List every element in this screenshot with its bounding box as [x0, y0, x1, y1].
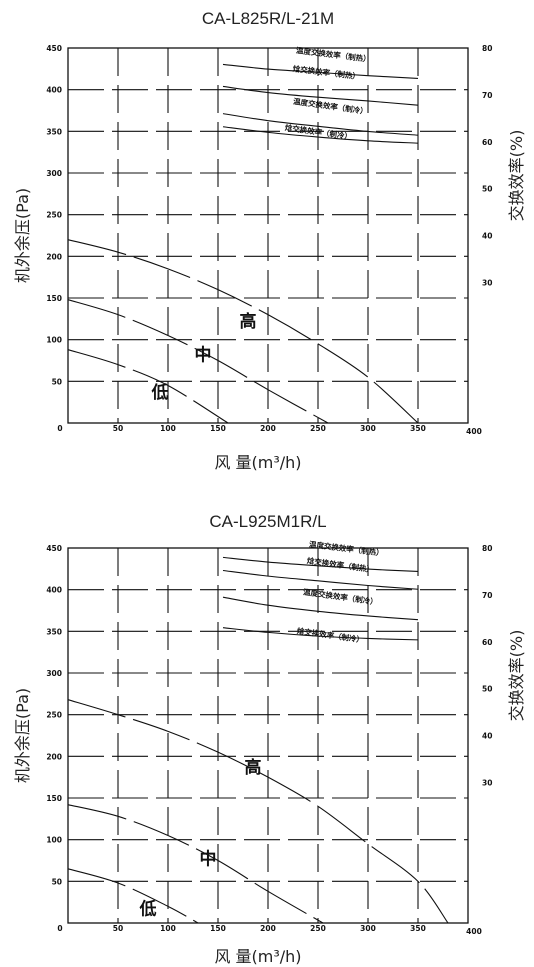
x-tick-label: 100: [160, 424, 176, 433]
y2-tick-label: 30: [482, 778, 492, 787]
y-tick-label: 150: [46, 794, 62, 803]
chart-2: CA-L925M1R/L 0 50 100 150 200 250 300 350 400 50 10…: [13, 512, 526, 966]
pressure-curve: [67, 299, 329, 424]
x-tick-label: 200: [260, 924, 276, 933]
efficiency-curve: [222, 63, 419, 80]
efficiency-curve-label: 温度交换效率（制冷）: [293, 96, 369, 116]
pressure-curve: [67, 699, 449, 924]
y-axis-label: 机外余压(Pa): [13, 688, 32, 783]
series-group: [67, 63, 419, 424]
speed-label: 中: [195, 345, 212, 366]
y-tick-label: 100: [46, 336, 62, 345]
y-tick-label: 450: [46, 44, 62, 53]
y2-axis-label: 交换效率(%): [507, 630, 526, 722]
efficiency-curve: [222, 596, 419, 621]
speed-label: 低: [139, 899, 157, 920]
pressure-curve: [67, 868, 199, 924]
y2-axis-label: 交换效率(%): [507, 130, 526, 222]
y-tick-label: 150: [46, 294, 62, 303]
x-tick-label: 150: [210, 424, 226, 433]
efficiency-curve-label: 焓交换效率（制冷）: [296, 625, 364, 644]
x-tick-label: 350: [410, 424, 426, 433]
y-tick-label: 200: [46, 252, 62, 261]
x-tick-label: 200: [260, 424, 276, 433]
y2-tick-label: 40: [482, 232, 492, 241]
pressure-curve: [67, 349, 229, 424]
y2-tick-label: 30: [482, 278, 492, 287]
x-tick-label: 300: [360, 924, 376, 933]
y2-tick-label: 50: [482, 685, 492, 694]
grid: [68, 548, 468, 923]
plot-frame: [67, 47, 469, 424]
x-tick-label: 0: [57, 924, 62, 933]
y-tick-label: 400: [46, 586, 62, 595]
y-tick-label: 250: [46, 711, 62, 720]
x-tick-label: 100: [160, 924, 176, 933]
efficiency-curve: [222, 627, 419, 641]
chart-title: CA-L825R/L-21M: [202, 9, 334, 28]
speed-label: 高: [245, 757, 262, 778]
x-tick-label: 250: [310, 424, 326, 433]
x-tick-label: 50: [113, 924, 123, 933]
x-tick-label: 350: [410, 924, 426, 933]
series-group: [67, 556, 449, 924]
y-tick-label: 300: [46, 169, 62, 178]
efficiency-curve-label: 焓交换效率（制热）: [306, 555, 374, 574]
efficiency-curve-label: 温度交换效率（制热）: [309, 539, 385, 558]
efficiency-curve-label: 焓交换效率（制热）: [292, 63, 360, 81]
y-tick-label: 100: [46, 836, 62, 845]
x-axis-label: 风 量(m³/h): [214, 453, 301, 472]
y-tick-label: 350: [46, 127, 62, 136]
efficiency-curve: [222, 126, 419, 144]
plot-frame: [67, 547, 469, 924]
y2-tick-label: 70: [482, 591, 492, 600]
pressure-curve: [67, 239, 419, 424]
x-tick-label: 300: [360, 424, 376, 433]
y2-tick-label: 50: [482, 185, 492, 194]
pressure-curve: [67, 804, 324, 924]
y-tick-label: 350: [46, 627, 62, 636]
y-tick-label: 50: [52, 377, 62, 386]
x-tick-label: 50: [113, 424, 123, 433]
speed-label: 高: [240, 311, 257, 332]
y2-tick-label: 60: [482, 638, 492, 647]
speed-label: 低: [151, 382, 169, 403]
x-tick-label: 400: [466, 927, 482, 936]
efficiency-curve: [222, 569, 419, 590]
chart-title: CA-L925M1R/L: [209, 512, 326, 531]
y2-tick-label: 80: [482, 544, 492, 553]
y2-tick-label: 70: [482, 91, 492, 100]
y-tick-label: 200: [46, 752, 62, 761]
y2-tick-label: 40: [482, 732, 492, 741]
y2-tick-label: 60: [482, 138, 492, 147]
y-tick-label: 250: [46, 211, 62, 220]
speed-label: 中: [200, 849, 217, 870]
y-tick-label: 50: [52, 877, 62, 886]
curve-annotations: 温度交换效率（制热）焓交换效率（制热）温度交换效率（制冷）焓交换效率（制冷）: [296, 539, 384, 645]
x-axis-label: 风 量(m³/h): [214, 947, 301, 966]
chart-1: CA-L825R/L-21M 0 50 100 150 200 250 300 350 400 50…: [13, 9, 526, 472]
x-tick-label: 400: [466, 427, 482, 436]
efficiency-curve: [222, 85, 419, 106]
efficiency-curve: [222, 556, 419, 572]
y-tick-label: 400: [46, 86, 62, 95]
x-tick-label: 250: [310, 924, 326, 933]
y2-tick-label: 80: [482, 44, 492, 53]
efficiency-curve: [222, 113, 419, 136]
grid: [68, 48, 468, 423]
x-tick-label: 150: [210, 924, 226, 933]
y-axis-label: 机外余压(Pa): [13, 188, 32, 283]
x-tick-label: 0: [57, 424, 62, 433]
y-tick-label: 300: [46, 669, 62, 678]
y-tick-label: 450: [46, 544, 62, 553]
